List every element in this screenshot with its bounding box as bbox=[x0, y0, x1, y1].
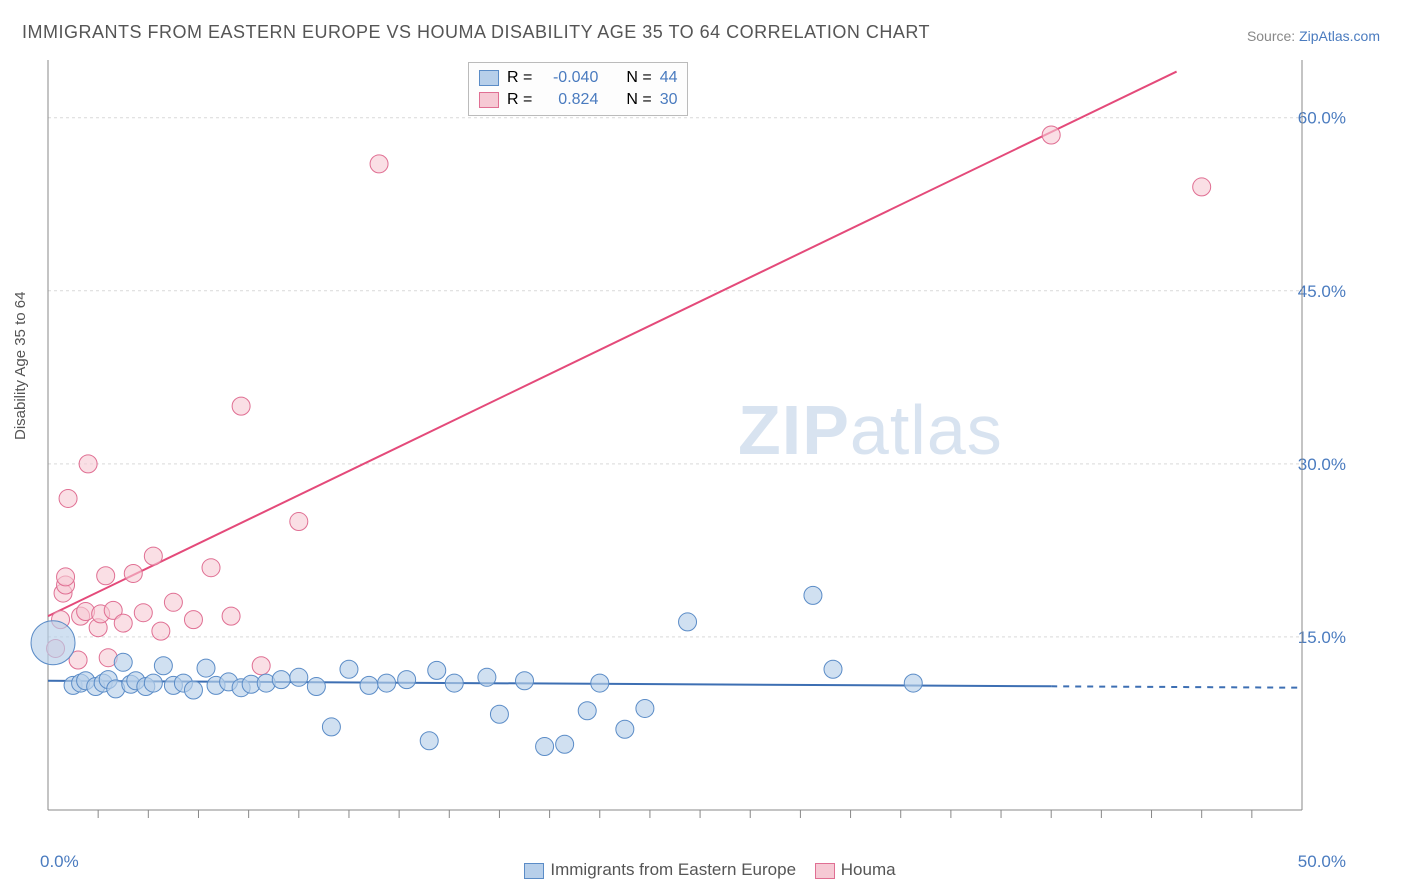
y-tick-label: 30.0% bbox=[1298, 455, 1346, 474]
data-point bbox=[79, 455, 97, 473]
data-point bbox=[222, 607, 240, 625]
data-point bbox=[154, 657, 172, 675]
data-point bbox=[398, 671, 416, 689]
data-point bbox=[322, 718, 340, 736]
data-point bbox=[144, 674, 162, 692]
data-point bbox=[591, 674, 609, 692]
data-point bbox=[516, 672, 534, 690]
n-label: N = bbox=[626, 69, 651, 87]
source-prefix: Source: bbox=[1247, 28, 1299, 44]
scatter-chart: 15.0%30.0%45.0%60.0% bbox=[48, 60, 1302, 810]
data-point bbox=[804, 586, 822, 604]
r-value: -0.040 bbox=[540, 69, 598, 87]
stats-legend-row: R = 0.824 N = 30 bbox=[479, 89, 677, 111]
data-point bbox=[252, 657, 270, 675]
data-point bbox=[1193, 178, 1211, 196]
data-point bbox=[57, 568, 75, 586]
n-value: 44 bbox=[660, 69, 678, 87]
data-point bbox=[824, 660, 842, 678]
series-legend: Immigrants from Eastern Europe Houma bbox=[0, 860, 1406, 880]
stats-legend-row: R = -0.040 N = 44 bbox=[479, 67, 677, 89]
y-tick-label: 60.0% bbox=[1298, 109, 1346, 128]
n-value: 30 bbox=[660, 91, 678, 109]
data-point bbox=[31, 621, 75, 665]
y-tick-label: 45.0% bbox=[1298, 282, 1346, 301]
legend-swatch bbox=[479, 92, 499, 108]
data-point bbox=[360, 676, 378, 694]
y-axis-label: Disability Age 35 to 64 bbox=[12, 292, 29, 440]
data-point bbox=[1042, 126, 1060, 144]
data-point bbox=[164, 593, 182, 611]
data-point bbox=[114, 614, 132, 632]
data-point bbox=[184, 611, 202, 629]
data-point bbox=[184, 681, 202, 699]
data-point bbox=[197, 659, 215, 677]
n-label: N = bbox=[626, 91, 651, 109]
source-link[interactable]: ZipAtlas.com bbox=[1299, 28, 1380, 44]
source-attribution: Source: ZipAtlas.com bbox=[1247, 28, 1380, 44]
chart-title: IMMIGRANTS FROM EASTERN EUROPE VS HOUMA … bbox=[22, 22, 930, 43]
data-point bbox=[97, 567, 115, 585]
data-point bbox=[490, 705, 508, 723]
data-point bbox=[536, 738, 554, 756]
data-point bbox=[340, 660, 358, 678]
data-point bbox=[378, 674, 396, 692]
data-point bbox=[124, 564, 142, 582]
series-label: Houma bbox=[841, 860, 896, 879]
data-point bbox=[428, 661, 446, 679]
data-point bbox=[578, 702, 596, 720]
legend-swatch bbox=[524, 863, 544, 879]
data-point bbox=[202, 559, 220, 577]
data-point bbox=[134, 604, 152, 622]
data-point bbox=[290, 668, 308, 686]
data-point bbox=[144, 547, 162, 565]
data-point bbox=[307, 678, 325, 696]
data-point bbox=[679, 613, 697, 631]
data-point bbox=[445, 674, 463, 692]
r-value: 0.824 bbox=[540, 91, 598, 109]
data-point bbox=[114, 653, 132, 671]
data-point bbox=[420, 732, 438, 750]
r-label: R = bbox=[507, 69, 532, 87]
data-point bbox=[478, 668, 496, 686]
data-point bbox=[636, 699, 654, 717]
data-point bbox=[616, 720, 634, 738]
data-point bbox=[59, 489, 77, 507]
data-point bbox=[904, 674, 922, 692]
legend-swatch bbox=[815, 863, 835, 879]
series-label: Immigrants from Eastern Europe bbox=[550, 860, 796, 879]
data-point bbox=[272, 671, 290, 689]
legend-swatch bbox=[479, 70, 499, 86]
data-point bbox=[370, 155, 388, 173]
data-point bbox=[290, 513, 308, 531]
r-label: R = bbox=[507, 91, 532, 109]
data-point bbox=[556, 735, 574, 753]
plot-area: 15.0%30.0%45.0%60.0% ZIPatlas R = -0.040… bbox=[48, 60, 1302, 810]
stats-legend: R = -0.040 N = 44 R = 0.824 N = 30 bbox=[468, 62, 688, 116]
data-point bbox=[232, 397, 250, 415]
y-tick-label: 15.0% bbox=[1298, 628, 1346, 647]
data-point bbox=[152, 622, 170, 640]
